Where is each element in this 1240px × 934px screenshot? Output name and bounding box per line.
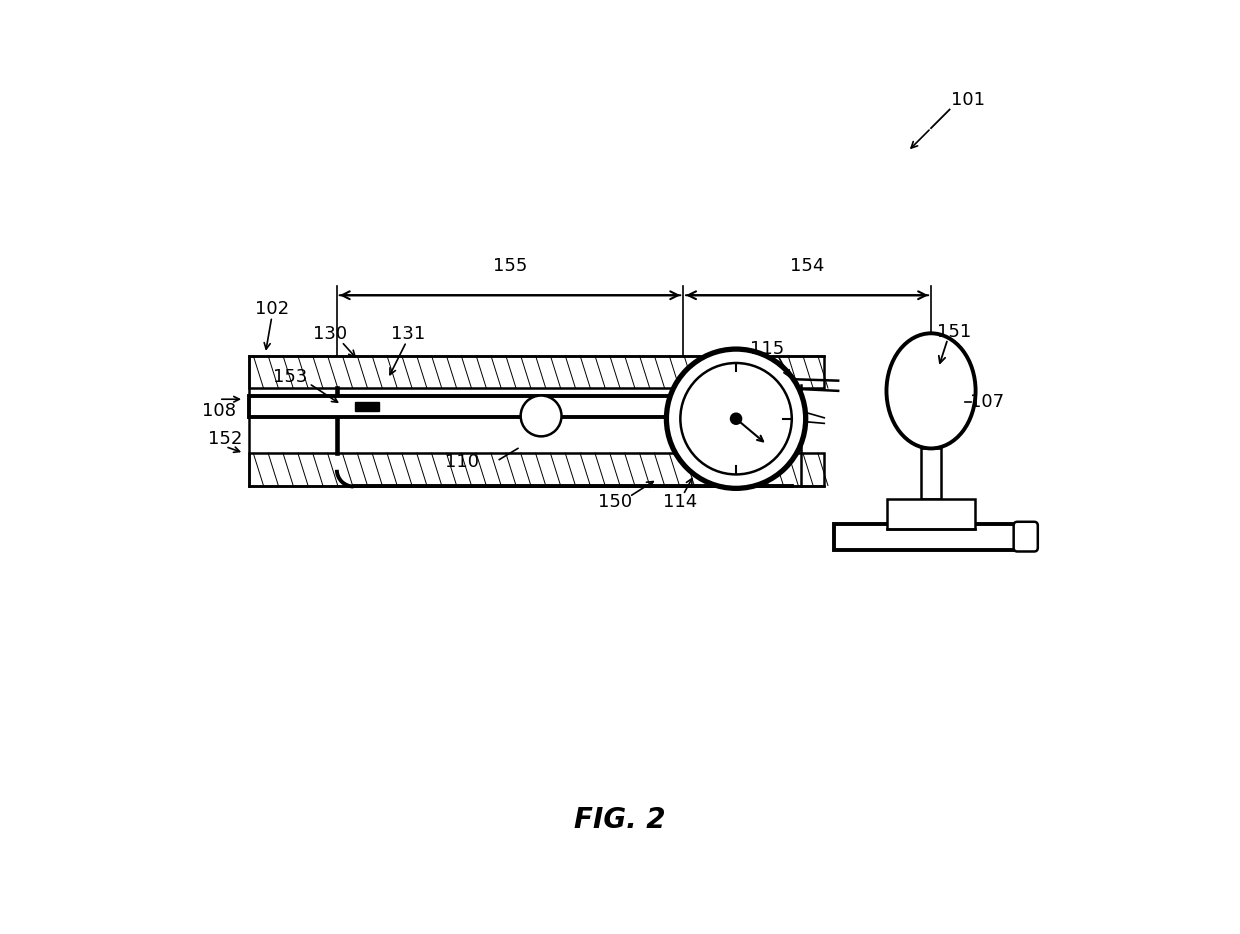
Circle shape <box>730 413 742 424</box>
Text: 151: 151 <box>937 323 971 341</box>
Text: 102: 102 <box>254 300 289 318</box>
Text: 110: 110 <box>445 453 479 472</box>
Bar <box>921 448 941 500</box>
Text: 155: 155 <box>492 257 527 275</box>
Text: 130: 130 <box>314 325 347 343</box>
Circle shape <box>521 395 562 436</box>
Text: 114: 114 <box>663 493 697 511</box>
Bar <box>249 389 825 453</box>
Ellipse shape <box>887 333 976 448</box>
Bar <box>249 453 825 486</box>
Bar <box>833 524 1019 549</box>
Text: 153: 153 <box>273 368 308 386</box>
Text: 154: 154 <box>790 257 825 275</box>
Circle shape <box>681 363 792 474</box>
Text: 115: 115 <box>749 340 784 358</box>
Text: 131: 131 <box>391 325 425 343</box>
Circle shape <box>666 349 806 488</box>
Bar <box>249 396 750 417</box>
Text: 107: 107 <box>970 393 1004 411</box>
Text: 150: 150 <box>598 493 632 511</box>
Text: 152: 152 <box>208 431 243 448</box>
Bar <box>887 500 975 530</box>
Bar <box>356 402 378 411</box>
Text: 101: 101 <box>951 92 985 109</box>
Text: 108: 108 <box>202 403 236 420</box>
Bar <box>249 356 825 389</box>
Text: FIG. 2: FIG. 2 <box>574 806 666 834</box>
FancyBboxPatch shape <box>1013 522 1038 551</box>
